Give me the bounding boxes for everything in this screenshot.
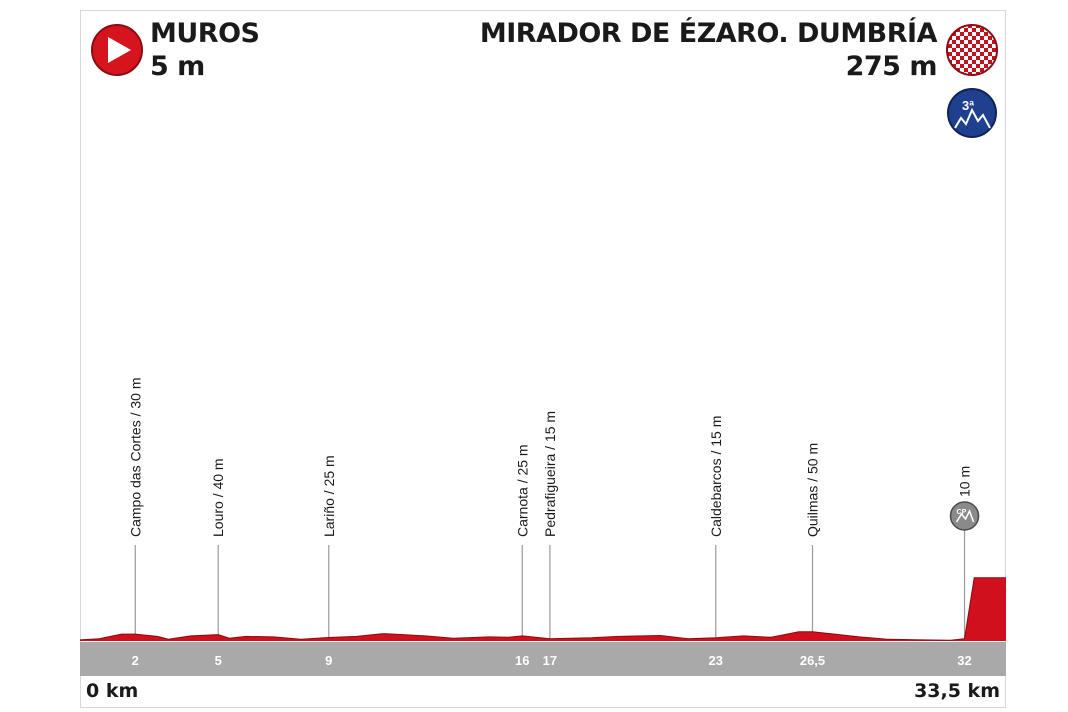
start-distance-label: 0 km [86, 680, 139, 702]
x-tick-label: 5 [215, 653, 222, 668]
x-tick-label: 2 [132, 653, 139, 668]
profile-frame [80, 10, 1006, 708]
waypoint-label: Pedrafigueira / 15 m [542, 411, 558, 537]
checkpoint-badge-text: CP [957, 509, 967, 516]
start-town-name: MUROS [150, 18, 260, 49]
x-tick-label: 16 [515, 653, 529, 668]
category-3-climb-icon: 3ª [947, 88, 997, 138]
x-tick-label: 32 [957, 653, 971, 668]
elevation-profile-area [80, 577, 1006, 641]
finish-distance-label: 33,5 km [914, 680, 1000, 702]
waypoint-label: 10 m [957, 466, 973, 497]
waypoint-label: Carnota / 25 m [514, 444, 530, 537]
waypoint-label: Quilmas / 50 m [805, 443, 821, 537]
x-tick-label: 17 [543, 653, 557, 668]
x-tick-label: 9 [325, 653, 332, 668]
finish-town-name: MIRADOR DE ÉZARO. DUMBRÍA [479, 18, 938, 49]
x-tick-label: 26,5 [800, 653, 825, 668]
finish-altitude: 275 m [845, 51, 938, 82]
waypoint-label: Caldebarcos / 15 m [708, 416, 724, 537]
distance-axis-band [80, 642, 1006, 676]
waypoint-label: Lariño / 25 m [321, 455, 337, 537]
elevation-profile-line [79, 577, 1006, 641]
start-altitude: 5 m [150, 51, 205, 82]
x-tick-label: 23 [709, 653, 723, 668]
checkpoint-climb-icon: CP [949, 501, 980, 531]
start-play-icon [91, 24, 143, 76]
waypoint-label: Campo das Cortes / 30 m [127, 377, 143, 537]
checkered-flag-icon [946, 24, 998, 76]
waypoint-label: Louro / 40 m [210, 458, 226, 537]
climb-category-text: 3ª [962, 98, 974, 113]
